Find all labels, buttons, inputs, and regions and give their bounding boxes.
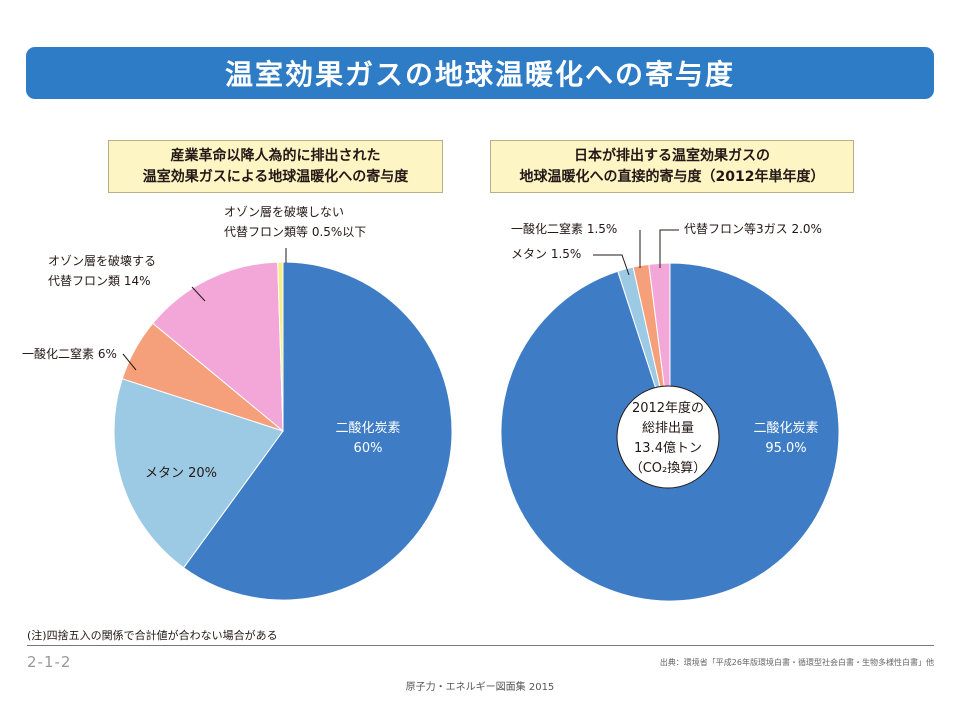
right-chart-title-line-1: 日本が排出する温室効果ガスの [574, 147, 770, 164]
pie1-label-methane: メタン 20% [145, 466, 217, 481]
right-chart-title-line-2: 地球温暖化への直接的寄与度（2012年単年度） [519, 168, 825, 185]
pie1-slice-methane [113, 378, 284, 569]
pie1-slice-hfc [152, 261, 284, 433]
pie2-label-n2o: 一酸化二窒素 1.5% [511, 221, 617, 236]
pie1-label-co2: 二酸化炭素 60% [335, 421, 400, 456]
pie1-leader-hfc [191, 286, 206, 302]
pie1-label-hfc: オゾン層を破壊する代替フロン類 14% [48, 253, 156, 288]
pie1-label-n2o: 一酸化二窒素 6% [22, 346, 117, 361]
pie2-slice-co2 [500, 262, 840, 602]
divider [27, 645, 934, 646]
pie2-label-methane: メタン 1.5% [511, 247, 581, 261]
pie2-label-co2: 二酸化炭素 95.0% [753, 421, 818, 456]
left-chart-title-line-1: 産業革命以降人為的に排出された [170, 147, 381, 164]
rounding-note: (注)四捨五入の関係で合計値が合わない場合がある [27, 629, 278, 642]
footer-text: 原子力・エネルギー図面集 2015 [405, 682, 555, 693]
page-number: 2-1-2 [27, 653, 72, 671]
pie1-slice-other-fluorocarbon [277, 261, 284, 432]
pie2-leader-fluorocarbon [659, 229, 679, 268]
pie1-slice-co2 [182, 261, 453, 601]
right-chart-title-box: 日本が排出する温室効果ガスの 地球温暖化への直接的寄与度（2012年単年度） [490, 140, 854, 193]
left-chart-title-line-2: 温室効果ガスによる地球温暖化への寄与度 [142, 168, 409, 185]
source-citation: 出典：環境省「平成26年版環境白書・循環型社会白書・生物多様性白書」他 [659, 658, 934, 667]
pie2-leader-methane [593, 254, 630, 276]
pie1-label-other-fluorocarbon: オゾン層を破壊しない代替フロン類等 0.5%以下 [224, 204, 366, 239]
pie2-center-text: 2012年度の総排出量 13.4億トン（CO₂換算） [630, 400, 707, 476]
pie2-center-circle [616, 385, 720, 489]
title-banner: 温室効果ガスの地球温暖化への寄与度 [26, 47, 934, 99]
pie1-leader-n2o [122, 353, 137, 371]
page-title: 温室効果ガスの地球温暖化への寄与度 [224, 58, 735, 91]
left-chart-title-box: 産業革命以降人為的に排出された 温室効果ガスによる地球温暖化への寄与度 [108, 140, 443, 193]
pie2-label-fluorocarbon: 代替フロン等3ガス 2.0% [684, 222, 822, 236]
